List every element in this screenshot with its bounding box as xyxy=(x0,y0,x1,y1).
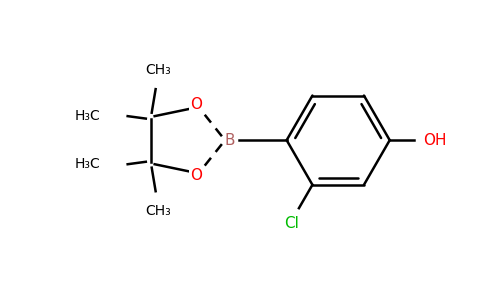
Text: O: O xyxy=(190,168,202,183)
Text: H₃C: H₃C xyxy=(75,109,100,123)
Text: OH: OH xyxy=(423,133,447,148)
Text: Cl: Cl xyxy=(284,216,299,231)
Text: CH₃: CH₃ xyxy=(145,62,171,76)
Text: B: B xyxy=(225,133,236,148)
Text: H₃C: H₃C xyxy=(75,157,100,171)
Text: CH₃: CH₃ xyxy=(145,204,171,218)
Text: O: O xyxy=(190,98,202,112)
